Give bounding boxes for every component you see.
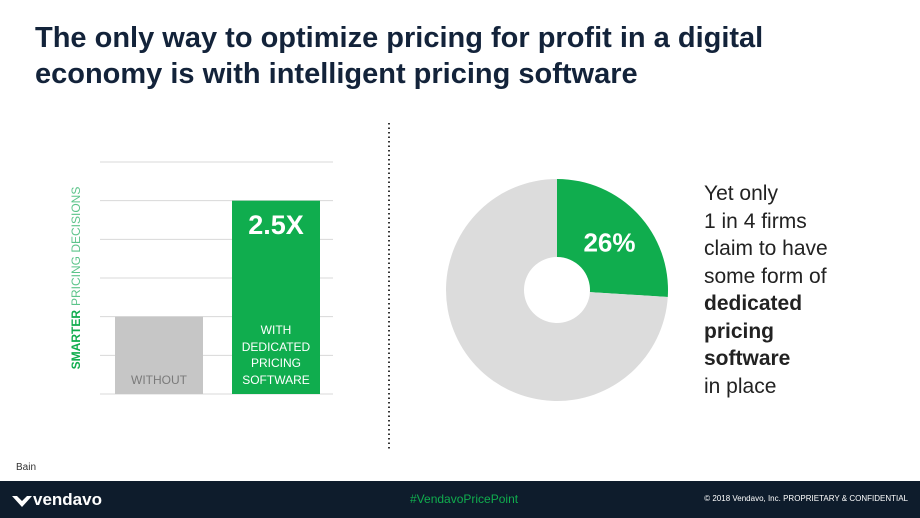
category-label: WITHOUT: [131, 372, 187, 387]
callout-line: Yet only: [704, 182, 778, 205]
slice-label: 26%: [583, 228, 635, 258]
y-label-emphasis: SMARTER: [69, 310, 83, 370]
callout-line: software: [704, 347, 791, 370]
bar: [115, 316, 203, 394]
category-label: WITH DEDICATED PRICING SOFTWARE: [241, 323, 311, 387]
hashtag: #VendavoPricePoint: [410, 492, 519, 506]
callout-line: dedicated: [704, 292, 803, 315]
callout-line: claim to have: [704, 237, 828, 260]
donut-slice: [445, 179, 668, 401]
title: The only way to optimize pricing for pro…: [35, 22, 764, 90]
donut-slice: [557, 179, 668, 297]
y-label-rest: PRICING DECISIONS: [69, 187, 83, 306]
copyright: © 2018 Vendavo, Inc. PROPRIETARY & CONFI…: [704, 494, 908, 503]
callout-line: some form of: [704, 264, 827, 288]
callout-line: 1 in 4 firms: [704, 209, 807, 233]
callout: Yet only 1 in 4 firms claim to have some fo…: [704, 180, 904, 400]
logo: vendavo: [33, 490, 102, 509]
source: Bain: [16, 462, 37, 473]
bar: [232, 200, 320, 394]
callout-line: pricing: [704, 319, 775, 343]
logo-icon: [12, 496, 32, 507]
footer: vendavo #VendavoPricePoint © 2018 Vendav…: [0, 481, 920, 518]
y-axis-label: SMARTER PRICING DECISIONS: [69, 187, 83, 370]
callout-line: in place: [704, 374, 777, 398]
bar-value-label: 2.5X: [248, 210, 304, 240]
